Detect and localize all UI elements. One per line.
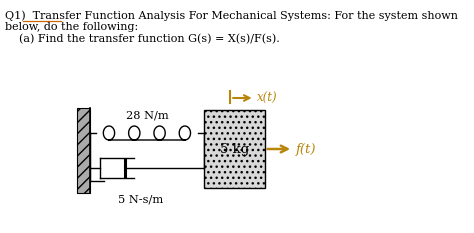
Text: 28 N/m: 28 N/m bbox=[126, 111, 168, 121]
Text: Q1)  Transfer Function Analysis For Mechanical Systems: For the system shown: Q1) Transfer Function Analysis For Mecha… bbox=[5, 10, 458, 21]
Text: 5 N-s/m: 5 N-s/m bbox=[118, 194, 163, 204]
Text: 5 kg: 5 kg bbox=[220, 143, 249, 155]
Text: f(t): f(t) bbox=[295, 143, 316, 155]
Bar bbox=[204, 110, 264, 188]
Bar bbox=[77, 108, 90, 193]
Text: x(t): x(t) bbox=[257, 92, 278, 104]
Text: below, do the following:: below, do the following: bbox=[5, 22, 138, 32]
Text: (a) Find the transfer function G(s) = X(s)/F(s).: (a) Find the transfer function G(s) = X(… bbox=[5, 34, 280, 44]
